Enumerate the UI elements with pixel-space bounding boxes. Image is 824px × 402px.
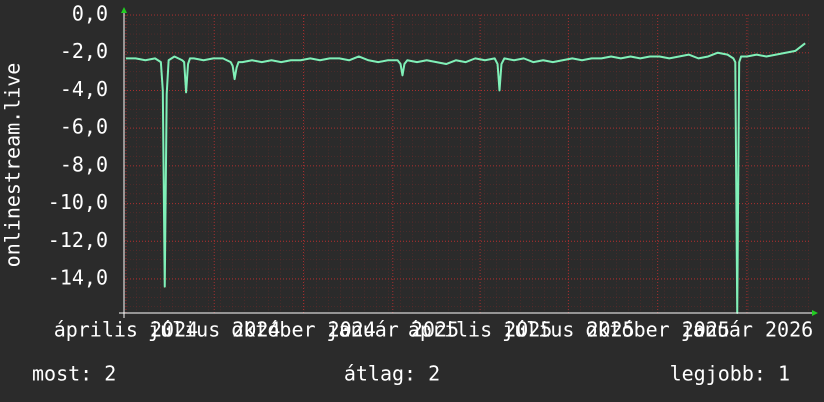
marks: [125, 42, 806, 314]
y-tick-label: 0,0: [72, 2, 108, 26]
x-tick-label: április 2024: [54, 318, 199, 342]
y-tick-label: -4,0: [60, 77, 108, 101]
x-tick-label: október 2025: [585, 318, 730, 342]
y-tick-label: -8,0: [60, 152, 108, 176]
grid: [124, 14, 810, 313]
x-tick-label: július 2024: [148, 318, 280, 342]
y-tick-label: -10,0: [48, 190, 108, 214]
y-tick-label: -2,0: [60, 39, 108, 63]
x-tick-label: január 2025: [327, 318, 459, 342]
x-tick-label: január 2026: [681, 318, 813, 342]
x-tick-label: október 2024: [231, 318, 376, 342]
stat-best: legjobb: 1: [670, 362, 790, 386]
y-tick-label: -14,0: [48, 266, 108, 290]
x-axis-arrow: [812, 310, 818, 316]
y-tick-label: -6,0: [60, 115, 108, 139]
stat-current: most: 2: [32, 362, 116, 386]
y-tick-label: -12,0: [48, 228, 108, 252]
y-axis-label: onlinestream.live: [1, 63, 25, 268]
data-line: [125, 42, 806, 314]
x-tick-label: április 2025: [408, 318, 553, 342]
stat-average: átlag: 2: [344, 362, 440, 386]
x-tick-label: július 2025: [502, 318, 634, 342]
y-axis-arrow: [121, 7, 127, 13]
